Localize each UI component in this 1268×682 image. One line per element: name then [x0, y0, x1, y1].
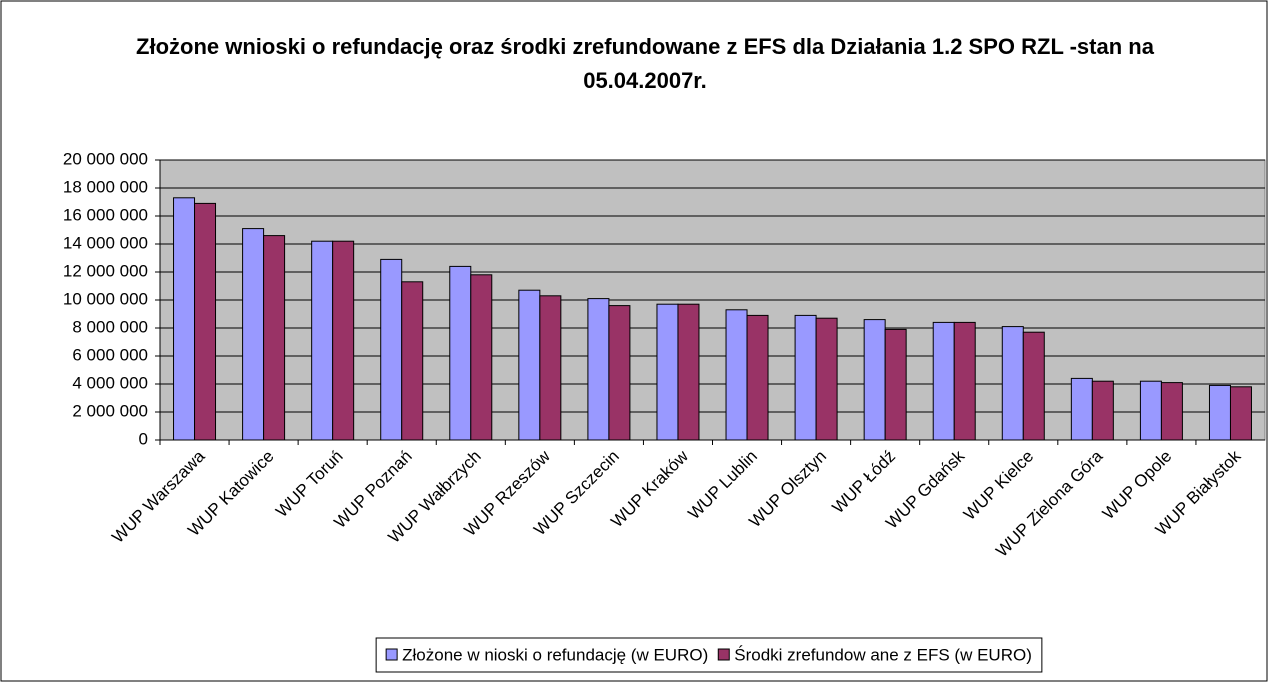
bar [263, 235, 286, 441]
y-tick-label: 12 000 000 [63, 261, 148, 280]
bar [953, 321, 976, 441]
y-tick-label: 4 000 000 [72, 373, 148, 392]
bar [932, 321, 955, 441]
bar [401, 281, 424, 441]
legend-swatch [385, 648, 398, 661]
bar [587, 298, 610, 441]
bar [1001, 326, 1024, 441]
bar [815, 317, 838, 441]
bar [173, 197, 196, 441]
bar [1139, 380, 1162, 441]
legend-label: Środki zrefundow ane z EFS (w EURO) [734, 645, 1032, 664]
y-tick-label: 18 000 000 [63, 177, 148, 196]
bar [608, 305, 631, 441]
bar [470, 274, 493, 441]
legend-swatch [717, 648, 730, 661]
bar [1229, 386, 1252, 441]
bar [1208, 384, 1231, 441]
y-tick-label: 16 000 000 [63, 205, 148, 224]
y-tick-label: 20 000 000 [63, 149, 148, 168]
bar [677, 303, 700, 441]
bar [1070, 377, 1093, 441]
bar [1160, 382, 1183, 441]
bar [746, 314, 769, 441]
y-tick-label: 6 000 000 [72, 345, 148, 364]
legend-label: Złożone w nioski o refundację (w EURO) [402, 645, 708, 664]
y-tick-label: 10 000 000 [63, 289, 148, 308]
y-tick-label: 2 000 000 [72, 401, 148, 420]
bar [656, 303, 679, 441]
bar [863, 319, 886, 441]
y-tick-label: 8 000 000 [72, 317, 148, 336]
bar [242, 228, 265, 441]
bar [884, 328, 907, 441]
bar [1091, 380, 1114, 441]
bar [518, 289, 541, 441]
bar [194, 202, 217, 441]
y-tick-label: 0 [139, 429, 148, 448]
bar [794, 314, 817, 441]
bar [449, 265, 472, 441]
y-tick-label: 14 000 000 [63, 233, 148, 252]
bar [725, 309, 748, 441]
bar [1022, 331, 1045, 441]
legend [375, 637, 1043, 673]
bar [311, 240, 334, 441]
bar [539, 295, 562, 441]
chart-title: Złożone wnioski o refundację oraz środki… [136, 34, 1154, 93]
bar [380, 258, 403, 441]
bar [332, 240, 355, 441]
